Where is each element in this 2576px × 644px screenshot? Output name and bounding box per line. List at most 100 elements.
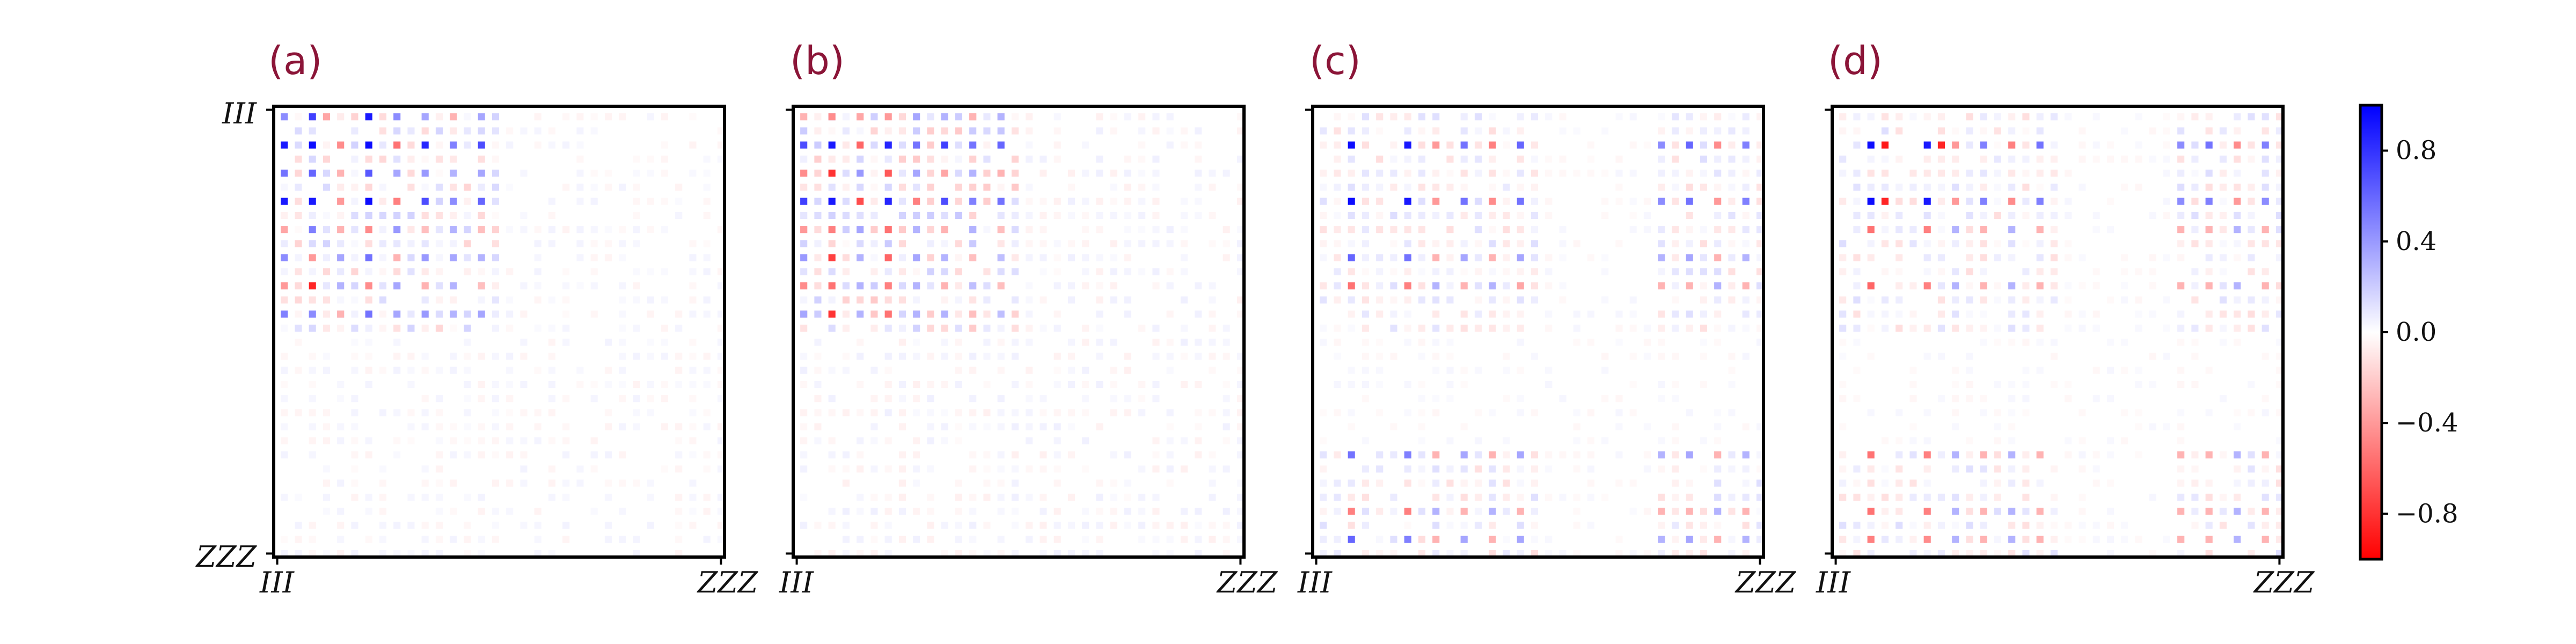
heatmap-cell-d [2177,184,2185,191]
heatmap-cell-c [1460,465,1468,473]
heatmap-cell-a [717,536,724,543]
heatmap-cell-c [1728,226,1736,233]
heatmap-cell-b [1053,508,1061,515]
heatmap-cell-a [450,353,457,360]
heatmap-cell-b [800,324,808,332]
heatmap-cell-c [1460,268,1468,275]
heatmap-cell-b [1236,353,1244,360]
heatmap-cell-c [1700,113,1707,121]
heatmap-cell-b [1040,522,1047,529]
heatmap-cell-d [1952,240,1959,247]
heatmap-cell-c [1460,113,1468,121]
heatmap-cell-c [1404,380,1411,388]
heatmap-cell-d [2079,536,2086,543]
heatmap-cell-b [1026,395,1033,402]
heatmap-cell-d [2177,282,2185,290]
heatmap-cell-c [1503,141,1510,149]
heatmap-cell-a [323,254,330,261]
heatmap-cell-a [675,310,683,318]
heatmap-cell-a [365,437,372,444]
heatmap-cell-c [1320,409,1327,416]
heatmap-cell-a [604,184,612,191]
heatmap-cell-a [675,423,683,430]
heatmap-cell-b [828,367,836,374]
heatmap-cell-d [2121,339,2128,346]
heatmap-cell-c [1742,254,1750,261]
heatmap-cell-b [1223,536,1230,543]
heatmap-cell-b [857,536,864,543]
heatmap-cell-a [576,197,584,205]
heatmap-cell-c [1404,451,1411,459]
heatmap-cell-a [590,113,598,121]
heatmap-cell-c [1601,395,1609,402]
heatmap-cell-b [870,465,878,473]
heatmap-cell-b [800,409,808,416]
heatmap-cell-b [1082,324,1089,332]
heatmap-cell-b [1236,451,1244,459]
heatmap-cell-a [619,310,626,318]
heatmap-cell-c [1446,254,1454,261]
heatmap-cell-c [1672,155,1679,163]
heatmap-cell-c [1362,113,1369,121]
heatmap-cell-b [997,226,1005,233]
heatmap-cell-d [2036,296,2044,304]
heatmap-cell-b [1152,184,1160,191]
heatmap-cell-b [983,296,991,304]
heatmap-cell-b [913,268,920,275]
heatmap-cell-c [1320,465,1327,473]
heatmap-cell-b [1152,380,1160,388]
heatmap-cell-b [857,254,864,261]
heatmap-cell-d [2163,141,2170,149]
heatmap-cell-c [1686,240,1693,247]
heatmap-cell-b [983,184,991,191]
heatmap-cell-b [1180,536,1188,543]
heatmap-cell-c [1615,113,1623,121]
heatmap-cell-c [1573,310,1580,318]
heatmap-cell-a [435,536,443,543]
heatmap-cell-d [1952,380,1959,388]
heatmap-cell-a [562,324,570,332]
y-tick-label-top: III [222,97,258,130]
heatmap-cell-a [407,268,415,275]
heatmap-cell-c [1686,508,1693,515]
heatmap-cell-d [2008,226,2016,233]
heatmap-cell-b [814,127,822,135]
heatmap-cell-a [478,353,485,360]
heatmap-cell-b [1082,380,1089,388]
heatmap-cell-a [492,353,499,360]
heatmap-cell-d [2121,254,2128,261]
heatmap-cell-a [323,423,330,430]
heatmap-cell-c [1559,113,1567,121]
heatmap-cell-d [1867,184,1875,191]
heatmap-cell-d [2008,437,2016,444]
heatmap-cell-b [969,451,977,459]
heatmap-cell-c [1418,211,1425,219]
heatmap-cell-d [1853,395,1861,402]
heatmap-cell-c [1474,282,1482,290]
heatmap-cell-d [2079,254,2086,261]
heatmap-cell-a [365,113,372,121]
heatmap-cell-c [1348,254,1355,261]
heatmap-cell-b [927,353,934,360]
heatmap-cell-d [2248,254,2255,261]
heatmap-cell-d [1952,226,1959,233]
heatmap-cell-a [675,465,683,473]
heatmap-cell-c [1474,127,1482,135]
heatmap-cell-b [800,367,808,374]
heatmap-cell-d [2163,296,2170,304]
heatmap-cell-a [534,268,541,275]
heatmap-cell-d [2191,339,2199,346]
heatmap-cell-a [393,339,401,346]
heatmap-cell-b [969,197,977,205]
heatmap-cell-d [1839,522,1847,529]
heatmap-cell-b [1138,380,1146,388]
heatmap-cell-c [1334,141,1341,149]
heatmap-cell-c [1334,211,1341,219]
heatmap-cell-a [647,268,654,275]
heatmap-cell-d [2106,479,2114,487]
heatmap-cell-a [492,508,499,515]
heatmap-cell-b [1195,310,1202,318]
heatmap-cell-b [941,282,948,290]
heatmap-cell-a [450,240,457,247]
heatmap-cell-b [884,380,892,388]
